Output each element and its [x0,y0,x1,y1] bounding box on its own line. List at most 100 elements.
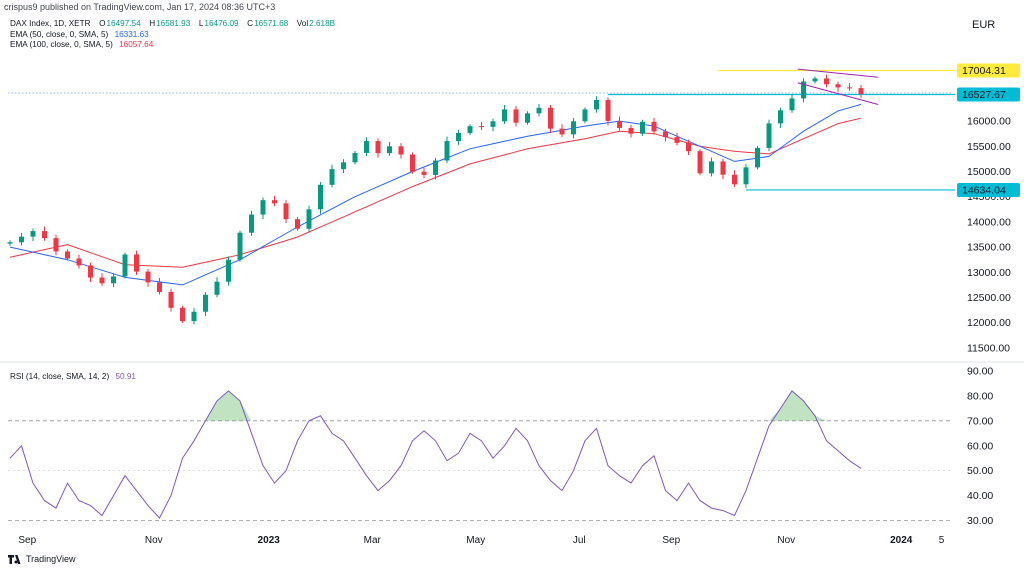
candle-down [295,219,300,229]
candle-down [513,109,519,123]
candle-up [30,231,36,237]
candle-up [237,232,243,260]
price-axis-tick-label: 11500.00 [967,342,1010,354]
support-high-label-box [957,87,1020,102]
candle-down [548,107,553,129]
symbol-legend: DAX Index, 1D, XETR O16497.54 H16581.93 … [10,19,335,28]
candle-up [306,209,312,229]
candle-down [835,84,841,88]
price-axis-tick-label: 15500.00 [967,141,1011,153]
candle-up [7,242,13,244]
candle-down [168,291,174,308]
candle-up [525,113,530,123]
candle-down [824,78,829,85]
ema50-value: 16331.63 [114,30,149,39]
candle-down [697,151,703,174]
candle-down [410,154,415,172]
candle-up [387,146,392,154]
candle-down [398,146,404,155]
price-axis-tick-label: 13500.00 [967,242,1011,254]
ohlc-l-label: L [198,19,204,28]
rsi-axis-tick-label: 40.00 [967,490,993,502]
candle-down [479,126,484,128]
candle-down [157,282,162,292]
ema50-label: EMA (50, close, 0, SMA, 5) [10,30,109,39]
candle-down [42,231,47,239]
candle-up [456,132,461,142]
candle-up [490,121,496,127]
support-high-label: 16527.67 [962,89,1006,101]
rsi-axis-tick-label: 80.00 [967,390,993,402]
candle-up [433,160,438,175]
candle-down [421,171,427,175]
ema100-legend: EMA (100, close, 0, SMA, 5) 16057.64 [10,40,153,49]
rsi-axis-tick-label: 50.00 [967,465,993,477]
ohlc-c-label: C [247,19,254,28]
candle-up [582,109,588,122]
candle-down [686,142,691,152]
tradingview-logo-icon [8,554,21,564]
candle-up [364,141,369,153]
rsi-axis-tick-label: 70.00 [967,415,993,427]
price-axis-tick-label: 14000.00 [967,216,1011,228]
x-axis-tick-label: May [466,535,485,546]
support-low-label: 14634.04 [962,184,1006,196]
candle-up [640,121,645,134]
x-axis-tick-label: Nov [145,535,163,546]
candle-up [812,78,818,82]
candle-up [19,236,24,243]
candle-up [801,81,806,99]
rsi-overbought-fill [769,390,827,421]
candle-up [341,162,346,170]
candle-down [65,251,70,259]
candle-up [329,169,335,185]
x-axis-tick-label: Nov [777,535,795,546]
x-axis-tick-label: Jul [573,535,586,546]
x-axis-tick-label: Mar [364,535,382,546]
ema100-label: EMA (100, close, 0, SMA, 5) [10,40,113,49]
x-axis-tick-label: 5 [939,535,945,546]
candle-down [559,128,565,135]
candle-down [847,87,852,89]
candle-up [203,294,208,312]
ohlc-high: 16581.93 [156,19,191,28]
candle-up [260,200,266,215]
vol-label: Vol [296,19,309,28]
candle-up [318,184,323,210]
ema50-legend: EMA (50, close, 0, SMA, 5) 16331.63 [10,30,149,39]
candle-up [755,147,760,168]
rsi-legend: RSI (14, close, SMA, 14, 2) 50.91 [10,372,136,381]
candle-up [467,126,473,133]
publisher-line: crispus9 published on TradingView.com, J… [4,2,276,12]
candle-up [778,110,783,124]
ohlc-open: 16497.54 [106,19,141,28]
candle-down [732,174,737,185]
candle-down [180,307,185,322]
x-axis-tick-label: 2024 [890,535,913,546]
candle-down [720,161,726,175]
candle-up [191,311,197,322]
resistance-label: 17004.31 [962,65,1006,77]
candle-down [674,137,680,143]
footer-brand-name: TradingView [26,554,76,564]
price-axis-tick-label: 15000.00 [967,166,1011,178]
support-low-label-box [957,182,1020,197]
rsi-overbought-fill [205,390,252,421]
candle-up [766,123,772,148]
candle-down [283,203,289,220]
candle-down [134,254,139,272]
candle-down [88,265,93,278]
candle-up [594,100,599,110]
candle-down [145,271,151,283]
candle-up [502,109,507,122]
ema100-value: 16057.64 [119,40,154,49]
ohlc-close: 16571.68 [254,19,289,28]
candle-up [536,107,542,114]
rsi-value: 50.91 [115,372,136,381]
candle-up [214,281,220,295]
candle-up [111,276,116,284]
channel-lower-line [797,82,879,105]
currency-label: EUR [972,19,996,31]
